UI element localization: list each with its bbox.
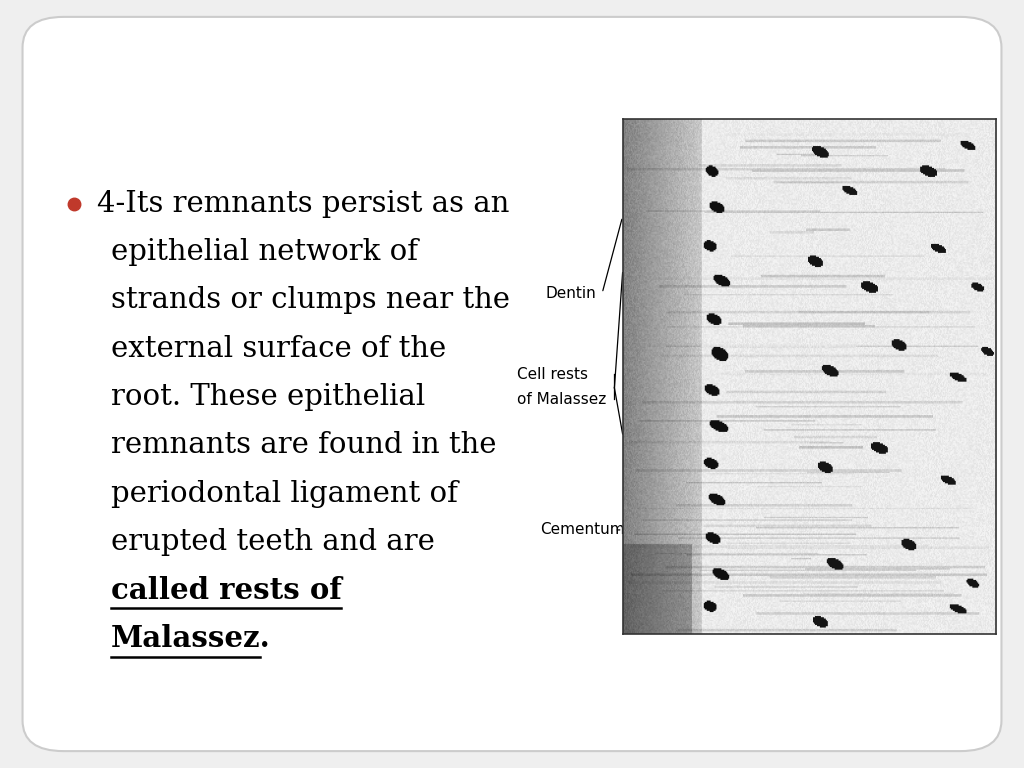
Text: of Malassez: of Malassez xyxy=(517,392,606,407)
Text: erupted teeth and are: erupted teeth and are xyxy=(111,528,434,556)
Text: 4-Its remnants persist as an: 4-Its remnants persist as an xyxy=(97,190,510,217)
Text: epithelial network of: epithelial network of xyxy=(111,238,418,266)
Text: remnants are found in the: remnants are found in the xyxy=(111,432,496,459)
Text: Cell rests: Cell rests xyxy=(517,366,588,382)
Text: periodontal ligament of: periodontal ligament of xyxy=(111,480,458,508)
Text: Dentin: Dentin xyxy=(546,286,597,301)
Text: Cementum: Cementum xyxy=(540,522,625,538)
Text: called rests of: called rests of xyxy=(111,576,341,605)
Text: strands or clumps near the: strands or clumps near the xyxy=(111,286,510,314)
Text: external surface of the: external surface of the xyxy=(111,335,445,362)
FancyBboxPatch shape xyxy=(23,17,1001,751)
Text: root. These epithelial: root. These epithelial xyxy=(111,383,425,411)
Text: Malassez.: Malassez. xyxy=(111,624,270,654)
